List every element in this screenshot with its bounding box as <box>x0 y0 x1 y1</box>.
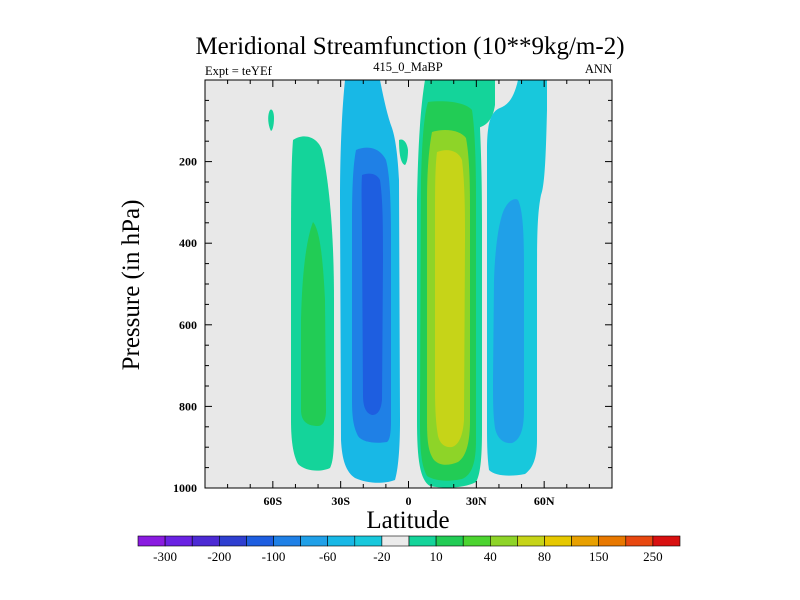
colorbar-label: -100 <box>262 549 286 564</box>
colorbar-label: 150 <box>589 549 609 564</box>
colorbar-swatch <box>273 535 301 547</box>
colorbar-labels: -300 -200 -100 -60 -20 10 40 80 150 250 <box>153 549 662 564</box>
equatorial-patch <box>399 139 408 165</box>
x-tick-label: 0 <box>406 494 412 508</box>
x-tick-label: 30S <box>331 494 350 508</box>
colorbar-swatch <box>191 535 220 547</box>
colorbar-swatch <box>381 535 410 547</box>
contour-fills <box>268 80 547 488</box>
y-tick-label: 1000 <box>173 481 197 495</box>
colorbar <box>137 535 681 547</box>
nh-hadley-core <box>435 150 465 448</box>
y-tick-label: 400 <box>179 236 197 250</box>
period-label: 415_0_MaBP <box>373 60 443 74</box>
x-axis-label: Latitude <box>366 507 449 534</box>
colorbar-swatch <box>246 535 274 547</box>
y-tick-label: 800 <box>179 399 197 413</box>
colorbar-label: -300 <box>153 549 177 564</box>
colorbar-swatch <box>164 535 193 547</box>
colorbar-swatch <box>408 535 437 547</box>
y-axis-label: Pressure (in hPa) <box>118 200 145 371</box>
colorbar-swatch <box>652 535 681 547</box>
colorbar-swatch <box>219 535 247 547</box>
colorbar-swatch <box>489 535 518 547</box>
y-tick-labels: 200 400 600 800 1000 <box>173 155 197 495</box>
colorbar-swatch <box>327 535 356 547</box>
colorbar-label: -20 <box>373 549 390 564</box>
sh-ferrel-inner <box>301 222 326 426</box>
colorbar-label: 250 <box>643 549 663 564</box>
x-tick-labels: 60S 30S 0 30N 60N <box>263 494 554 508</box>
season-label: ANN <box>585 62 612 76</box>
y-tick-label: 600 <box>179 318 197 332</box>
colorbar-label: 10 <box>430 549 443 564</box>
axis-ticks <box>205 80 612 489</box>
colorbar-swatch <box>300 535 329 547</box>
colorbar-label: 40 <box>484 549 497 564</box>
x-tick-label: 30N <box>466 494 487 508</box>
colorbar-swatch <box>625 535 654 547</box>
colorbar-swatch <box>435 535 464 547</box>
colorbar-swatch <box>354 535 383 547</box>
colorbar-swatch <box>137 535 166 547</box>
colorbar-swatch <box>462 535 491 547</box>
x-tick-label: 60S <box>263 494 282 508</box>
sh-hadley-core <box>361 173 383 415</box>
colorbar-label: -60 <box>319 549 336 564</box>
sh-upper-patch <box>268 109 274 131</box>
nh-ferrel-core <box>493 199 524 444</box>
y-tick-label: 200 <box>179 155 197 169</box>
experiment-label: Expt = teYEf <box>205 64 273 78</box>
chart-title: Meridional Streamfunction (10**9kg/m-2) <box>195 33 624 60</box>
colorbar-label: -200 <box>207 549 231 564</box>
colorbar-swatch <box>571 535 599 547</box>
colorbar-swatch <box>598 535 627 547</box>
x-tick-label: 60N <box>534 494 555 508</box>
colorbar-swatch <box>517 535 545 547</box>
colorbar-swatch <box>544 535 572 547</box>
plot-background <box>205 80 612 488</box>
colorbar-label: 80 <box>538 549 551 564</box>
